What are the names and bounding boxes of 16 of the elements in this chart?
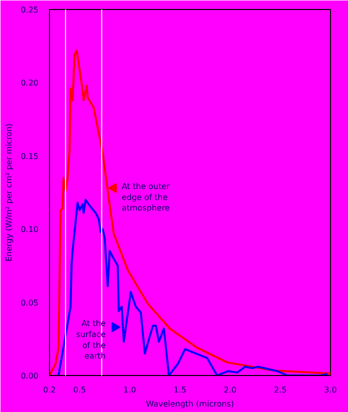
x-tick-label: 2.5 — [274, 386, 287, 394]
y-tick-label: 0.20 — [20, 78, 38, 88]
annotation: At the outer edge of the atmosphere — [122, 182, 170, 213]
y-axis-title: Energy (W/m² per cm² per micron) — [4, 123, 14, 262]
x-tick-label: 1.0 — [123, 386, 136, 394]
x-tick-label: 0.2 — [43, 386, 56, 394]
x-tick-label: 3.0 — [324, 386, 337, 394]
x-tick-label: 1.5 — [174, 386, 186, 394]
y-tick-label: 0.05 — [20, 298, 38, 308]
x-tick-label: 0.5 — [73, 386, 86, 394]
y-tick-label: 0.15 — [20, 152, 38, 161]
y-tick-label: 0.00 — [20, 372, 38, 380]
y-tick-label: 0.10 — [20, 225, 38, 234]
y-tick-label: 0.25 — [20, 6, 38, 14]
x-axis-title: Wavelength (microns) — [146, 400, 234, 408]
x-tick-label: 2.0 — [224, 386, 237, 394]
